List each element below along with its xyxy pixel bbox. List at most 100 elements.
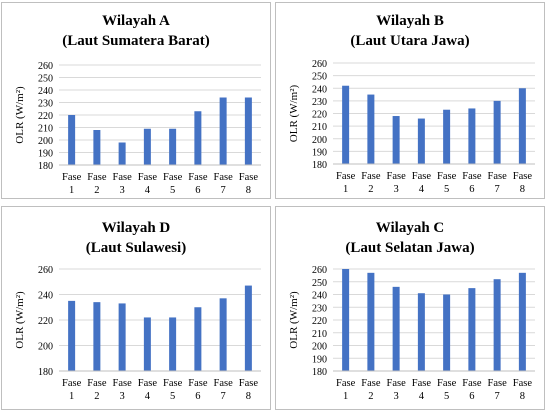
x-tick-label: Fase (188, 172, 208, 183)
y-tick-label: 210 (38, 124, 53, 135)
bar-fase-6 (194, 111, 201, 165)
y-tick-label: 180 (38, 367, 53, 378)
y-tick-label: 230 (312, 97, 327, 108)
y-tick-label: 180 (312, 367, 327, 378)
bar-fase-1 (342, 86, 349, 164)
y-tick-label: 210 (312, 329, 327, 340)
y-tick-label: 200 (38, 136, 53, 147)
x-tick-label: Fase (163, 172, 183, 183)
bar-chart-wilayah-b: 180190200210220230240250260OLR (W/m²)Fas… (276, 3, 544, 198)
x-tick-label: Fase (412, 171, 432, 182)
bar-fase-7 (220, 98, 227, 166)
x-tick-label: Fase (361, 171, 381, 182)
bar-fase-6 (468, 288, 475, 371)
x-tick-label: Fase (387, 378, 407, 389)
x-tick-label: Fase (437, 378, 457, 389)
x-tick-label: 3 (394, 391, 399, 402)
x-tick-label: 8 (520, 391, 525, 402)
bar-fase-4 (144, 129, 151, 165)
x-tick-label: 8 (246, 185, 251, 196)
y-tick-label: 200 (312, 135, 327, 146)
x-tick-label: 5 (444, 391, 449, 402)
x-tick-label: 6 (469, 184, 474, 195)
bar-fase-3 (393, 287, 400, 371)
bar-fase-6 (468, 108, 475, 164)
x-tick-label: Fase (214, 172, 234, 183)
bar-fase-4 (144, 317, 151, 371)
x-tick-label: Fase (214, 378, 234, 389)
y-tick-label: 240 (312, 291, 327, 302)
x-tick-label: 7 (495, 184, 500, 195)
y-tick-label: 240 (38, 291, 53, 302)
x-tick-label: 2 (368, 184, 373, 195)
y-tick-label: 240 (38, 86, 53, 97)
y-tick-label: 220 (38, 111, 53, 122)
x-tick-label: Fase (87, 172, 107, 183)
bar-fase-2 (93, 302, 100, 371)
x-tick-label: Fase (163, 378, 183, 389)
y-axis-label: OLR (W/m²) (288, 84, 300, 142)
x-tick-label: 1 (343, 184, 348, 195)
x-tick-label: 8 (520, 184, 525, 195)
x-tick-label: Fase (113, 172, 133, 183)
y-tick-label: 250 (38, 74, 53, 85)
y-tick-label: 230 (38, 99, 53, 110)
chart-panel-wilayah-a: Wilayah A (Laut Sumatera Barat) 180 190 20… (1, 2, 271, 199)
x-tick-label: 3 (394, 184, 399, 195)
x-tick-label: Fase (437, 171, 457, 182)
chart-panel-wilayah-c: Wilayah C (Laut Selatan Jawa) 180 190 200 2… (275, 206, 545, 410)
x-tick-label: Fase (412, 378, 432, 389)
x-tick-label: 4 (419, 391, 425, 402)
bar-fase-5 (443, 110, 450, 164)
y-tick-label: 200 (312, 342, 327, 353)
x-tick-label: Fase (462, 171, 482, 182)
x-tick-label: Fase (336, 171, 356, 182)
bar-fase-1 (68, 115, 75, 165)
x-tick-label: 6 (195, 185, 200, 196)
bar-fase-4 (418, 293, 425, 371)
bar-fase-6 (194, 307, 201, 371)
y-tick-label: 250 (312, 72, 327, 83)
x-tick-label: Fase (62, 378, 82, 389)
x-tick-label: 5 (170, 185, 175, 196)
bar-fase-3 (119, 303, 126, 371)
y-tick-label: 260 (38, 265, 53, 276)
x-tick-label: 5 (170, 391, 175, 402)
x-tick-label: Fase (62, 172, 82, 183)
y-tick-label: 260 (38, 61, 53, 72)
x-tick-label: Fase (462, 378, 482, 389)
x-tick-label: Fase (113, 378, 133, 389)
y-tick-label: 200 (38, 342, 53, 353)
x-tick-label: 6 (195, 391, 200, 402)
bar-fase-7 (494, 101, 501, 164)
y-tick-label: 220 (38, 316, 53, 327)
x-tick-label: 2 (94, 185, 99, 196)
x-tick-label: 1 (69, 185, 74, 196)
bar-fase-5 (443, 295, 450, 372)
bar-fase-2 (367, 95, 374, 164)
x-tick-label: Fase (513, 171, 533, 182)
y-tick-label: 180 (312, 160, 327, 171)
bar-fase-8 (245, 286, 252, 371)
x-tick-label: Fase (361, 378, 381, 389)
x-tick-label: Fase (336, 378, 356, 389)
bar-fase-5 (169, 317, 176, 371)
x-tick-label: Fase (138, 172, 158, 183)
bar-chart-wilayah-d: 180200220240260OLR (W/m²)Fase1Fase2Fase3… (2, 207, 270, 409)
y-tick-label: 190 (312, 147, 327, 158)
y-tick-label: 190 (38, 149, 53, 160)
x-tick-label: 2 (94, 391, 99, 402)
y-tick-label: 220 (312, 110, 327, 121)
x-tick-label: Fase (387, 171, 407, 182)
x-tick-label: 7 (495, 391, 500, 402)
bar-fase-8 (519, 88, 526, 164)
bar-fase-7 (494, 279, 501, 371)
chart-panel-wilayah-d: Wilayah D (Laut Sulawesi) 180 200 220 240 26… (1, 206, 271, 410)
chart-panel-wilayah-b: Wilayah B (Laut Utara Jawa) 180 190 200 210… (275, 2, 545, 199)
y-tick-label: 260 (312, 265, 327, 276)
x-tick-label: Fase (87, 378, 107, 389)
x-tick-label: 6 (469, 391, 474, 402)
y-axis-label: OLR (W/m²) (14, 291, 26, 349)
y-tick-label: 230 (312, 303, 327, 314)
